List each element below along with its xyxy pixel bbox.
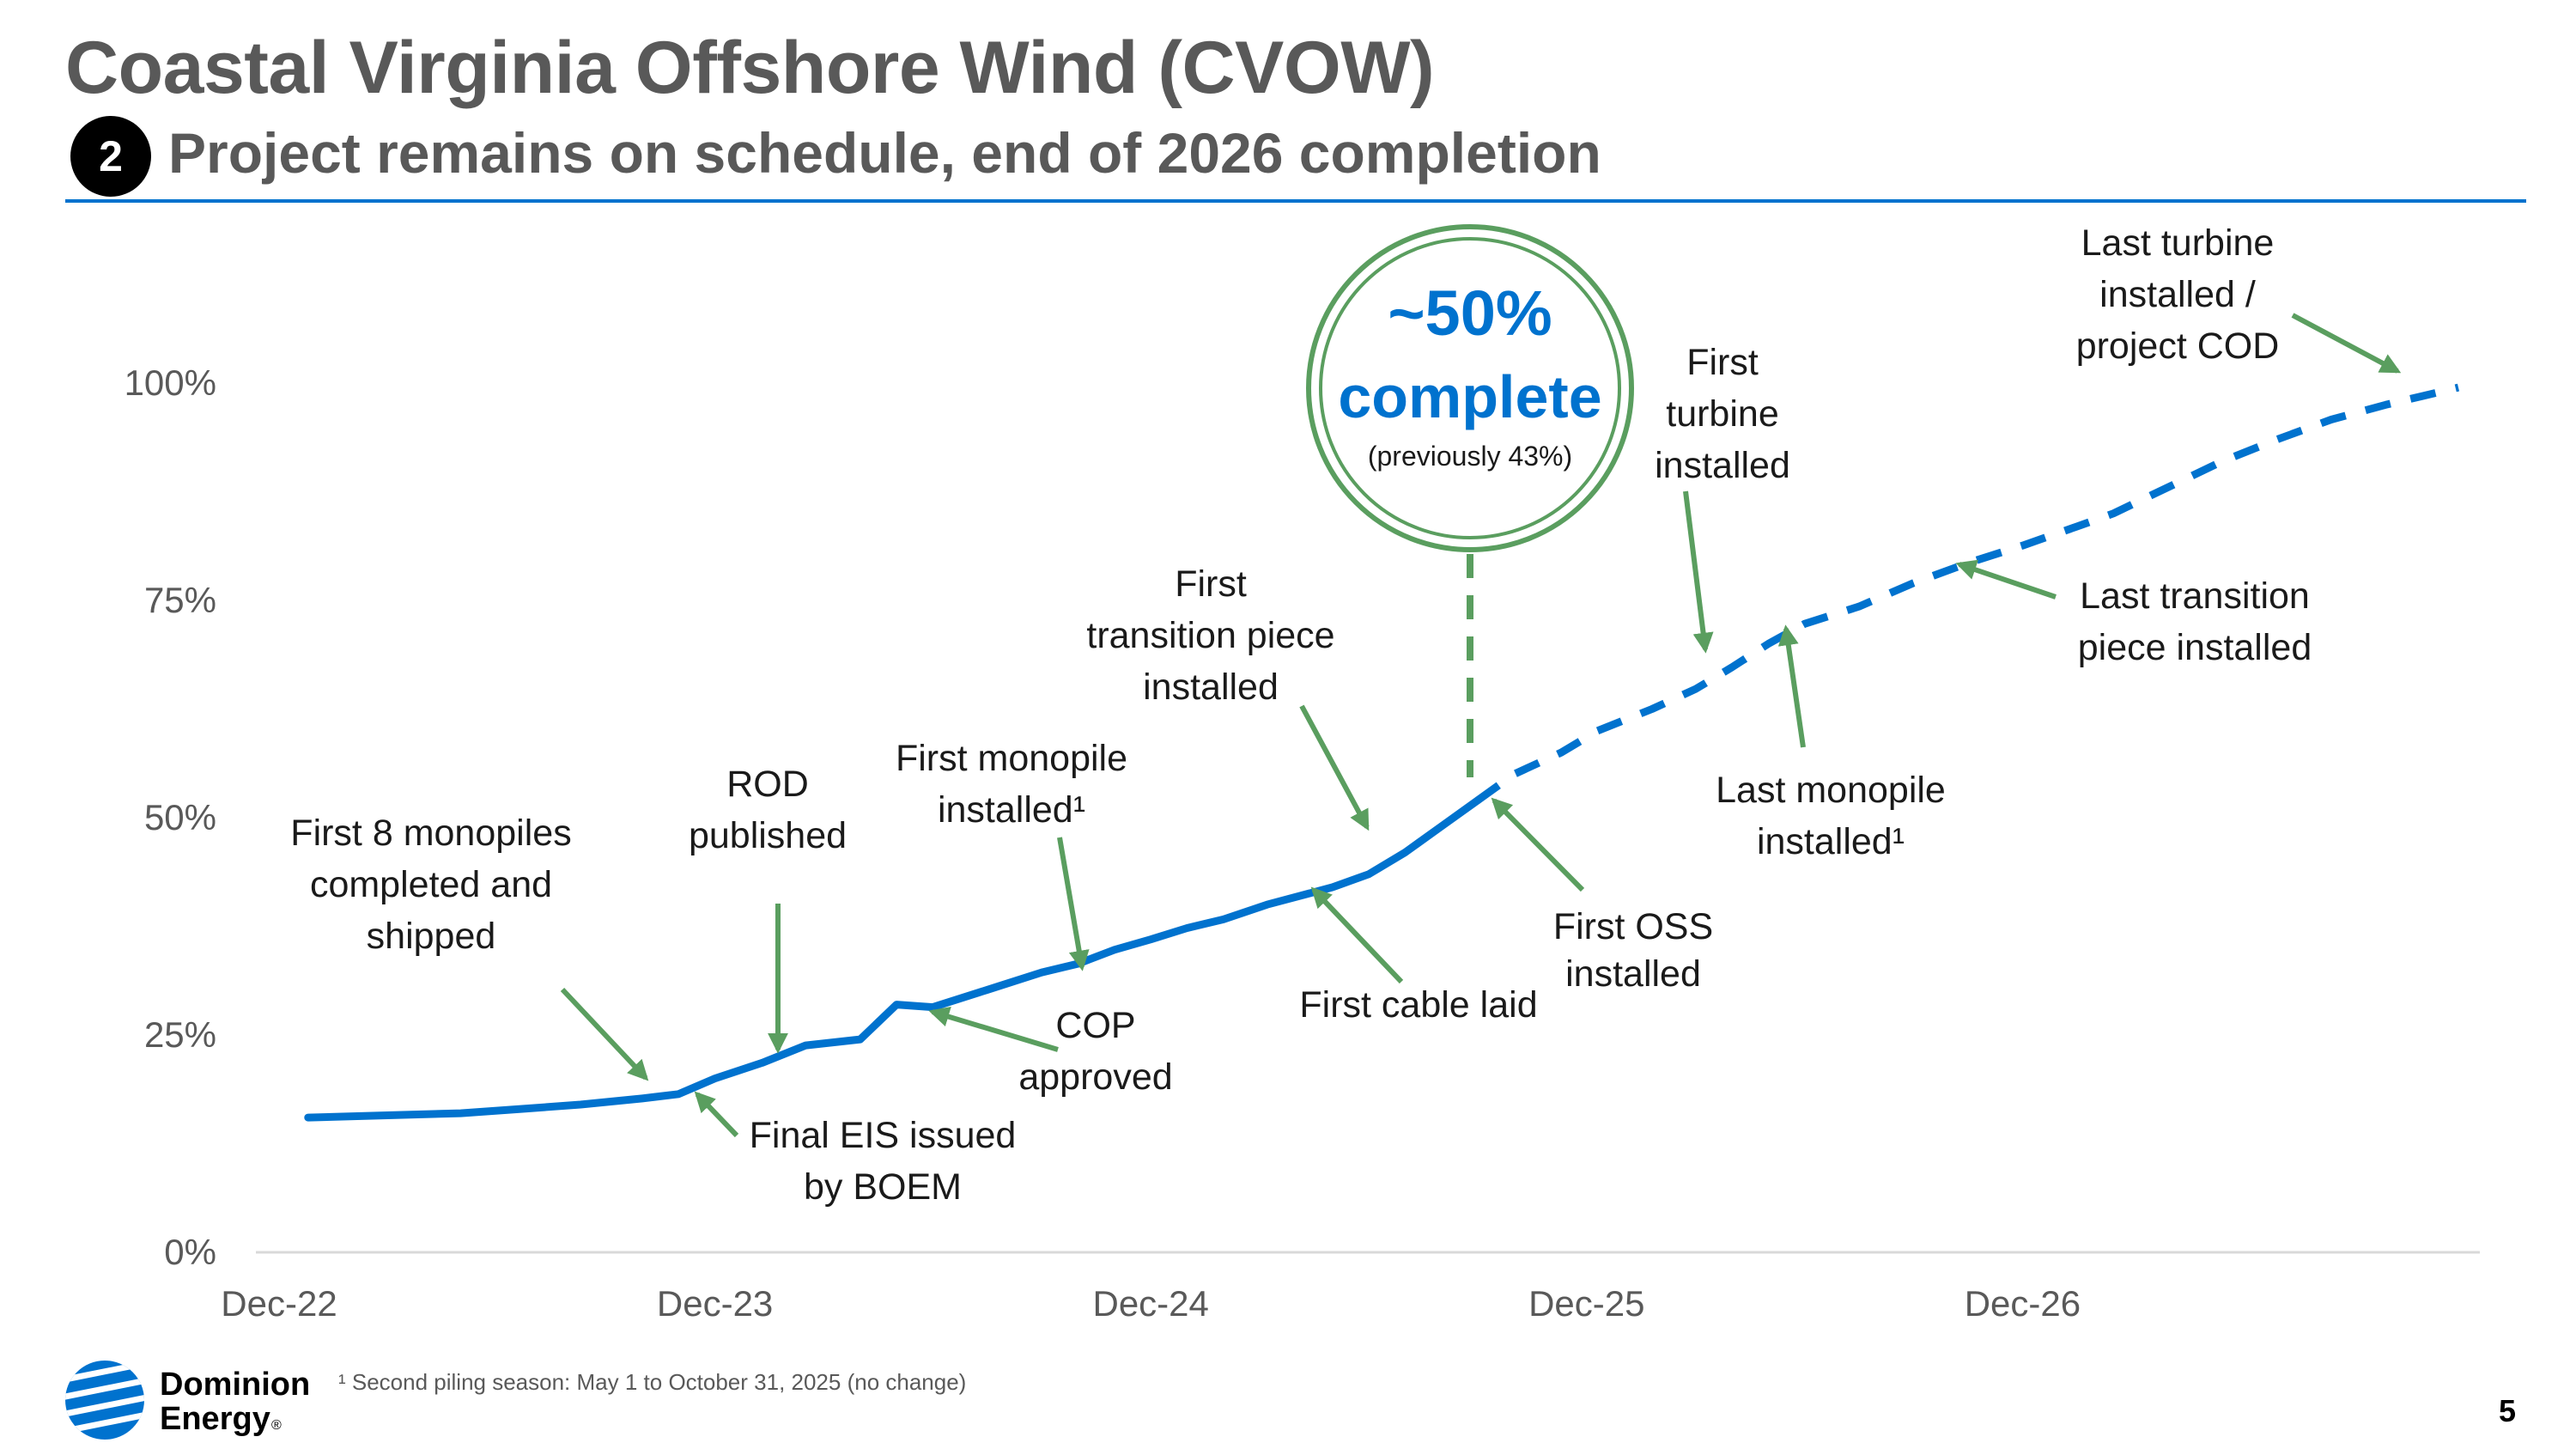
y-tick-label: 50% <box>144 797 216 837</box>
callout-value: ~50% <box>1388 277 1552 349</box>
annotation-rod-published: ROD published <box>689 764 847 856</box>
x-tick-label: Dec-23 <box>657 1283 773 1324</box>
dominion-energy-logo: Dominion Energy ® <box>65 1361 310 1440</box>
arrow-last-turbine <box>2291 313 2402 374</box>
section-badge: 2 <box>70 116 151 197</box>
projected-series-line <box>1475 383 2460 804</box>
annotation-text: Last transition <box>2080 575 2310 617</box>
x-tick-label: Dec-25 <box>1528 1283 1644 1324</box>
annotation-last-monopile: Last monopile installed¹ <box>1716 770 1946 862</box>
y-tick-label: 75% <box>144 580 216 620</box>
callout-note: (previously 43%) <box>1368 441 1572 472</box>
callout-label: complete <box>1338 363 1601 430</box>
annotation-text: transition piece <box>1086 615 1334 656</box>
arrow-first-oss <box>1491 797 1585 892</box>
logo-mark-icon <box>65 1361 144 1440</box>
callout-outer-ring <box>1306 224 1634 552</box>
annotation-text: turbine <box>1666 393 1778 435</box>
annotation-first-cable: First cable laid <box>1299 984 1537 1026</box>
page-number: 5 <box>2498 1393 2516 1428</box>
annotation-text: installed <box>1565 953 1701 995</box>
annotation-first-transition-piece: First transition piece installed <box>1086 563 1334 708</box>
annotation-text: First cable laid <box>1299 984 1537 1026</box>
callout-inner-ring <box>1319 237 1621 539</box>
annotation-text: First <box>1686 342 1759 383</box>
annotation-text: installed <box>1143 667 1279 708</box>
arrow-cop-approved <box>928 1007 1059 1052</box>
annotation-text: installed <box>1655 445 1790 486</box>
annotation-last-turbine: Last turbine installed / project COD <box>2076 222 2280 367</box>
annotation-text: project COD <box>2076 326 2280 367</box>
arrow-first-transition-piece <box>1299 704 1370 831</box>
footnote: ¹ Second piling season: May 1 to October… <box>338 1369 967 1395</box>
arrow-last-monopile <box>1777 624 1806 748</box>
annotation-last-transition-piece: Last transition piece installed <box>2078 575 2312 668</box>
arrow-first-cable <box>1310 886 1404 984</box>
annotation-first-monopile: First monopile installed¹ <box>896 738 1127 831</box>
arrow-final-eis <box>694 1091 739 1138</box>
annotation-text: Last monopile <box>1716 770 1946 811</box>
annotation-cop-approved: COP approved <box>1018 1005 1172 1098</box>
y-tick-label: 100% <box>125 362 216 403</box>
annotation-text: piece installed <box>2078 627 2312 668</box>
page-title: Coastal Virginia Offshore Wind (CVOW) <box>65 27 1435 109</box>
y-tick-label: 25% <box>144 1014 216 1055</box>
arrow-first-8-monopiles <box>560 987 649 1081</box>
annotation-final-eis: Final EIS issued by BOEM <box>750 1115 1017 1208</box>
logo-trademark: ® <box>271 1418 282 1433</box>
annotation-first-oss: First OSS installed <box>1553 906 1713 995</box>
arrow-first-monopile <box>1057 837 1090 971</box>
annotation-text: Last turbine <box>2081 222 2275 264</box>
annotation-text: installed / <box>2099 274 2256 315</box>
annotation-text: COP <box>1055 1005 1135 1046</box>
annotation-text: First OSS <box>1553 906 1713 947</box>
annotation-first-turbine: First turbine installed <box>1655 342 1790 486</box>
arrow-first-turbine <box>1683 490 1714 654</box>
annotation-text: ROD <box>726 764 809 805</box>
annotation-text: First monopile <box>896 738 1127 779</box>
x-tick-label: Dec-26 <box>1965 1283 2081 1324</box>
logo-text-energy: Energy <box>160 1401 270 1437</box>
page-subtitle: Project remains on schedule, end of 2026… <box>168 121 1601 185</box>
y-tick-label: 0% <box>164 1232 216 1272</box>
annotation-text: installed¹ <box>1757 821 1905 862</box>
annotation-text: Final EIS issued <box>750 1115 1017 1156</box>
annotation-first-8-monopiles: First 8 monopiles completed and shipped <box>290 813 571 957</box>
arrow-last-transition-piece <box>1955 559 2057 600</box>
x-tick-label: Dec-24 <box>1092 1283 1208 1324</box>
annotation-text: shipped <box>367 916 496 957</box>
annotation-text: installed¹ <box>938 789 1085 831</box>
logo-text-dominion: Dominion <box>160 1367 310 1403</box>
x-tick-label: Dec-22 <box>221 1283 337 1324</box>
annotation-text: by BOEM <box>804 1166 962 1208</box>
annotation-text: approved <box>1018 1056 1172 1098</box>
annotation-text: First 8 monopiles <box>290 813 571 854</box>
annotation-text: completed and <box>310 864 552 905</box>
annotation-text: First <box>1175 563 1247 605</box>
annotation-text: published <box>689 815 847 856</box>
title-divider <box>65 199 2526 203</box>
